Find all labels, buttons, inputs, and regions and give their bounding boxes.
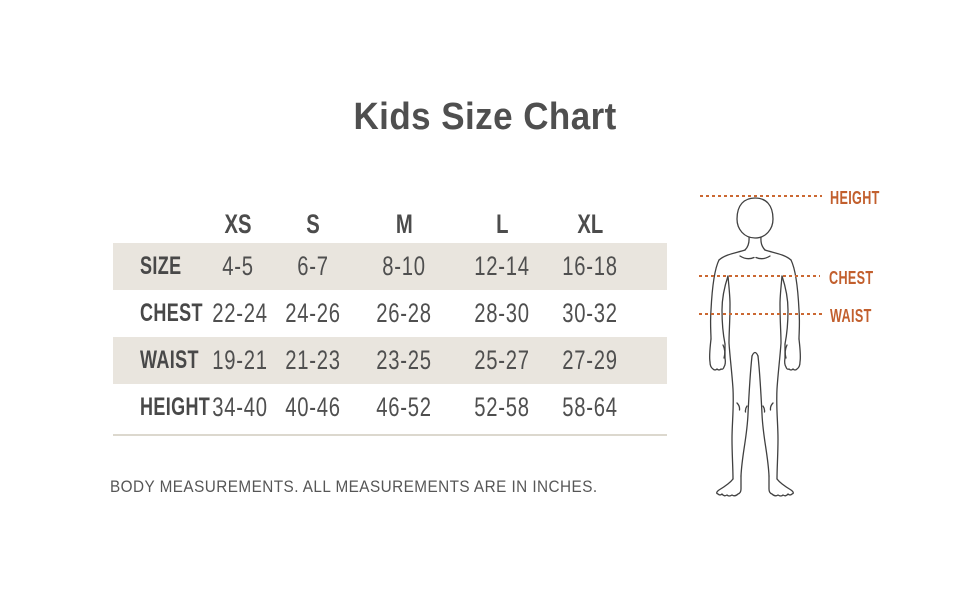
column-header-m: M — [395, 208, 413, 239]
chest-xs-cell: 22-24 — [212, 298, 268, 328]
size-l-cell: 12-14 — [474, 251, 530, 281]
chest-l-cell: 28-30 — [474, 298, 530, 328]
chest-measure-line — [699, 275, 820, 277]
height-measure-line — [700, 195, 822, 197]
figure-thumb-left — [722, 344, 726, 359]
figure-arm-inner-left — [721, 275, 729, 345]
table-row-height: HEIGHT 34-40 40-46 46-52 52-58 58-64 — [113, 384, 667, 431]
size-m-cell: 8-10 — [382, 251, 426, 281]
row-label-waist: WAIST — [140, 346, 199, 374]
figure-thumb-right — [784, 344, 788, 359]
figure-foot-left — [716, 475, 742, 497]
waist-measure-line — [699, 313, 823, 315]
waist-xl-cell: 27-29 — [562, 345, 618, 375]
size-chart-table: XS S M L XL SIZE 4-5 6-7 8-10 12-14 16-1… — [113, 205, 667, 436]
chest-s-cell: 24-26 — [285, 298, 341, 328]
figure-side-left — [727, 275, 734, 480]
chest-m-cell: 26-28 — [376, 298, 432, 328]
size-s-cell: 6-7 — [297, 251, 329, 281]
height-xl-cell: 58-64 — [562, 392, 618, 422]
figure-height-label: HEIGHT — [830, 188, 880, 208]
row-label-height: HEIGHT — [140, 393, 211, 421]
figure-leg-inner-right — [757, 355, 770, 477]
chest-xl-cell: 30-32 — [562, 298, 618, 328]
figure-hand-left — [708, 338, 726, 371]
footnote-text: BODY MEASUREMENTS. ALL MEASUREMENTS ARE … — [110, 477, 598, 496]
height-m-cell: 46-52 — [376, 392, 432, 422]
row-label-size: SIZE — [140, 252, 182, 280]
waist-l-cell: 25-27 — [474, 345, 530, 375]
figure-side-right — [776, 275, 783, 480]
column-header-s: S — [306, 208, 320, 239]
height-s-cell: 40-46 — [285, 392, 341, 422]
figure-chest-label: CHEST — [829, 268, 874, 288]
column-header-xl: XL — [577, 208, 603, 239]
size-xs-cell: 4-5 — [222, 251, 254, 281]
row-label-chest: CHEST — [140, 299, 203, 327]
page-title-text: Kids Size Chart — [353, 96, 617, 138]
figure-knee-marks — [736, 402, 774, 413]
figure-arm-inner-right — [781, 275, 789, 345]
waist-s-cell: 21-23 — [285, 345, 341, 375]
table-row-chest: CHEST 22-24 24-26 26-28 28-30 30-32 — [113, 290, 667, 337]
waist-m-cell: 23-25 — [376, 345, 432, 375]
figure-shoulders — [718, 249, 792, 261]
human-body-outline-illustration — [708, 197, 802, 497]
column-header-l: L — [495, 208, 509, 239]
column-header-xs: XS — [224, 208, 252, 239]
table-bottom-divider — [113, 434, 667, 436]
page-title: Kids Size Chart — [0, 96, 970, 139]
figure-waist-label: WAIST — [830, 306, 872, 326]
height-l-cell: 52-58 — [474, 392, 530, 422]
figure-head — [736, 197, 774, 239]
figure-collarbones — [739, 255, 771, 260]
table-row-waist: WAIST 19-21 21-23 23-25 25-27 27-29 — [113, 337, 667, 384]
table-header-row: XS S M L XL — [113, 205, 667, 243]
size-xl-cell: 16-18 — [562, 251, 618, 281]
figure-hand-right — [784, 338, 802, 371]
figure-leg-inner-left — [740, 355, 753, 477]
figure-neck — [744, 236, 766, 251]
table-row-size: SIZE 4-5 6-7 8-10 12-14 16-18 — [113, 243, 667, 290]
height-xs-cell: 34-40 — [212, 392, 268, 422]
waist-xs-cell: 19-21 — [212, 345, 268, 375]
figure-crotch — [751, 351, 759, 357]
footnote: BODY MEASUREMENTS. ALL MEASUREMENTS ARE … — [110, 477, 652, 497]
figure-arm-outer-right — [790, 259, 801, 340]
figure-arm-outer-left — [709, 259, 720, 340]
figure-foot-right — [768, 475, 794, 497]
